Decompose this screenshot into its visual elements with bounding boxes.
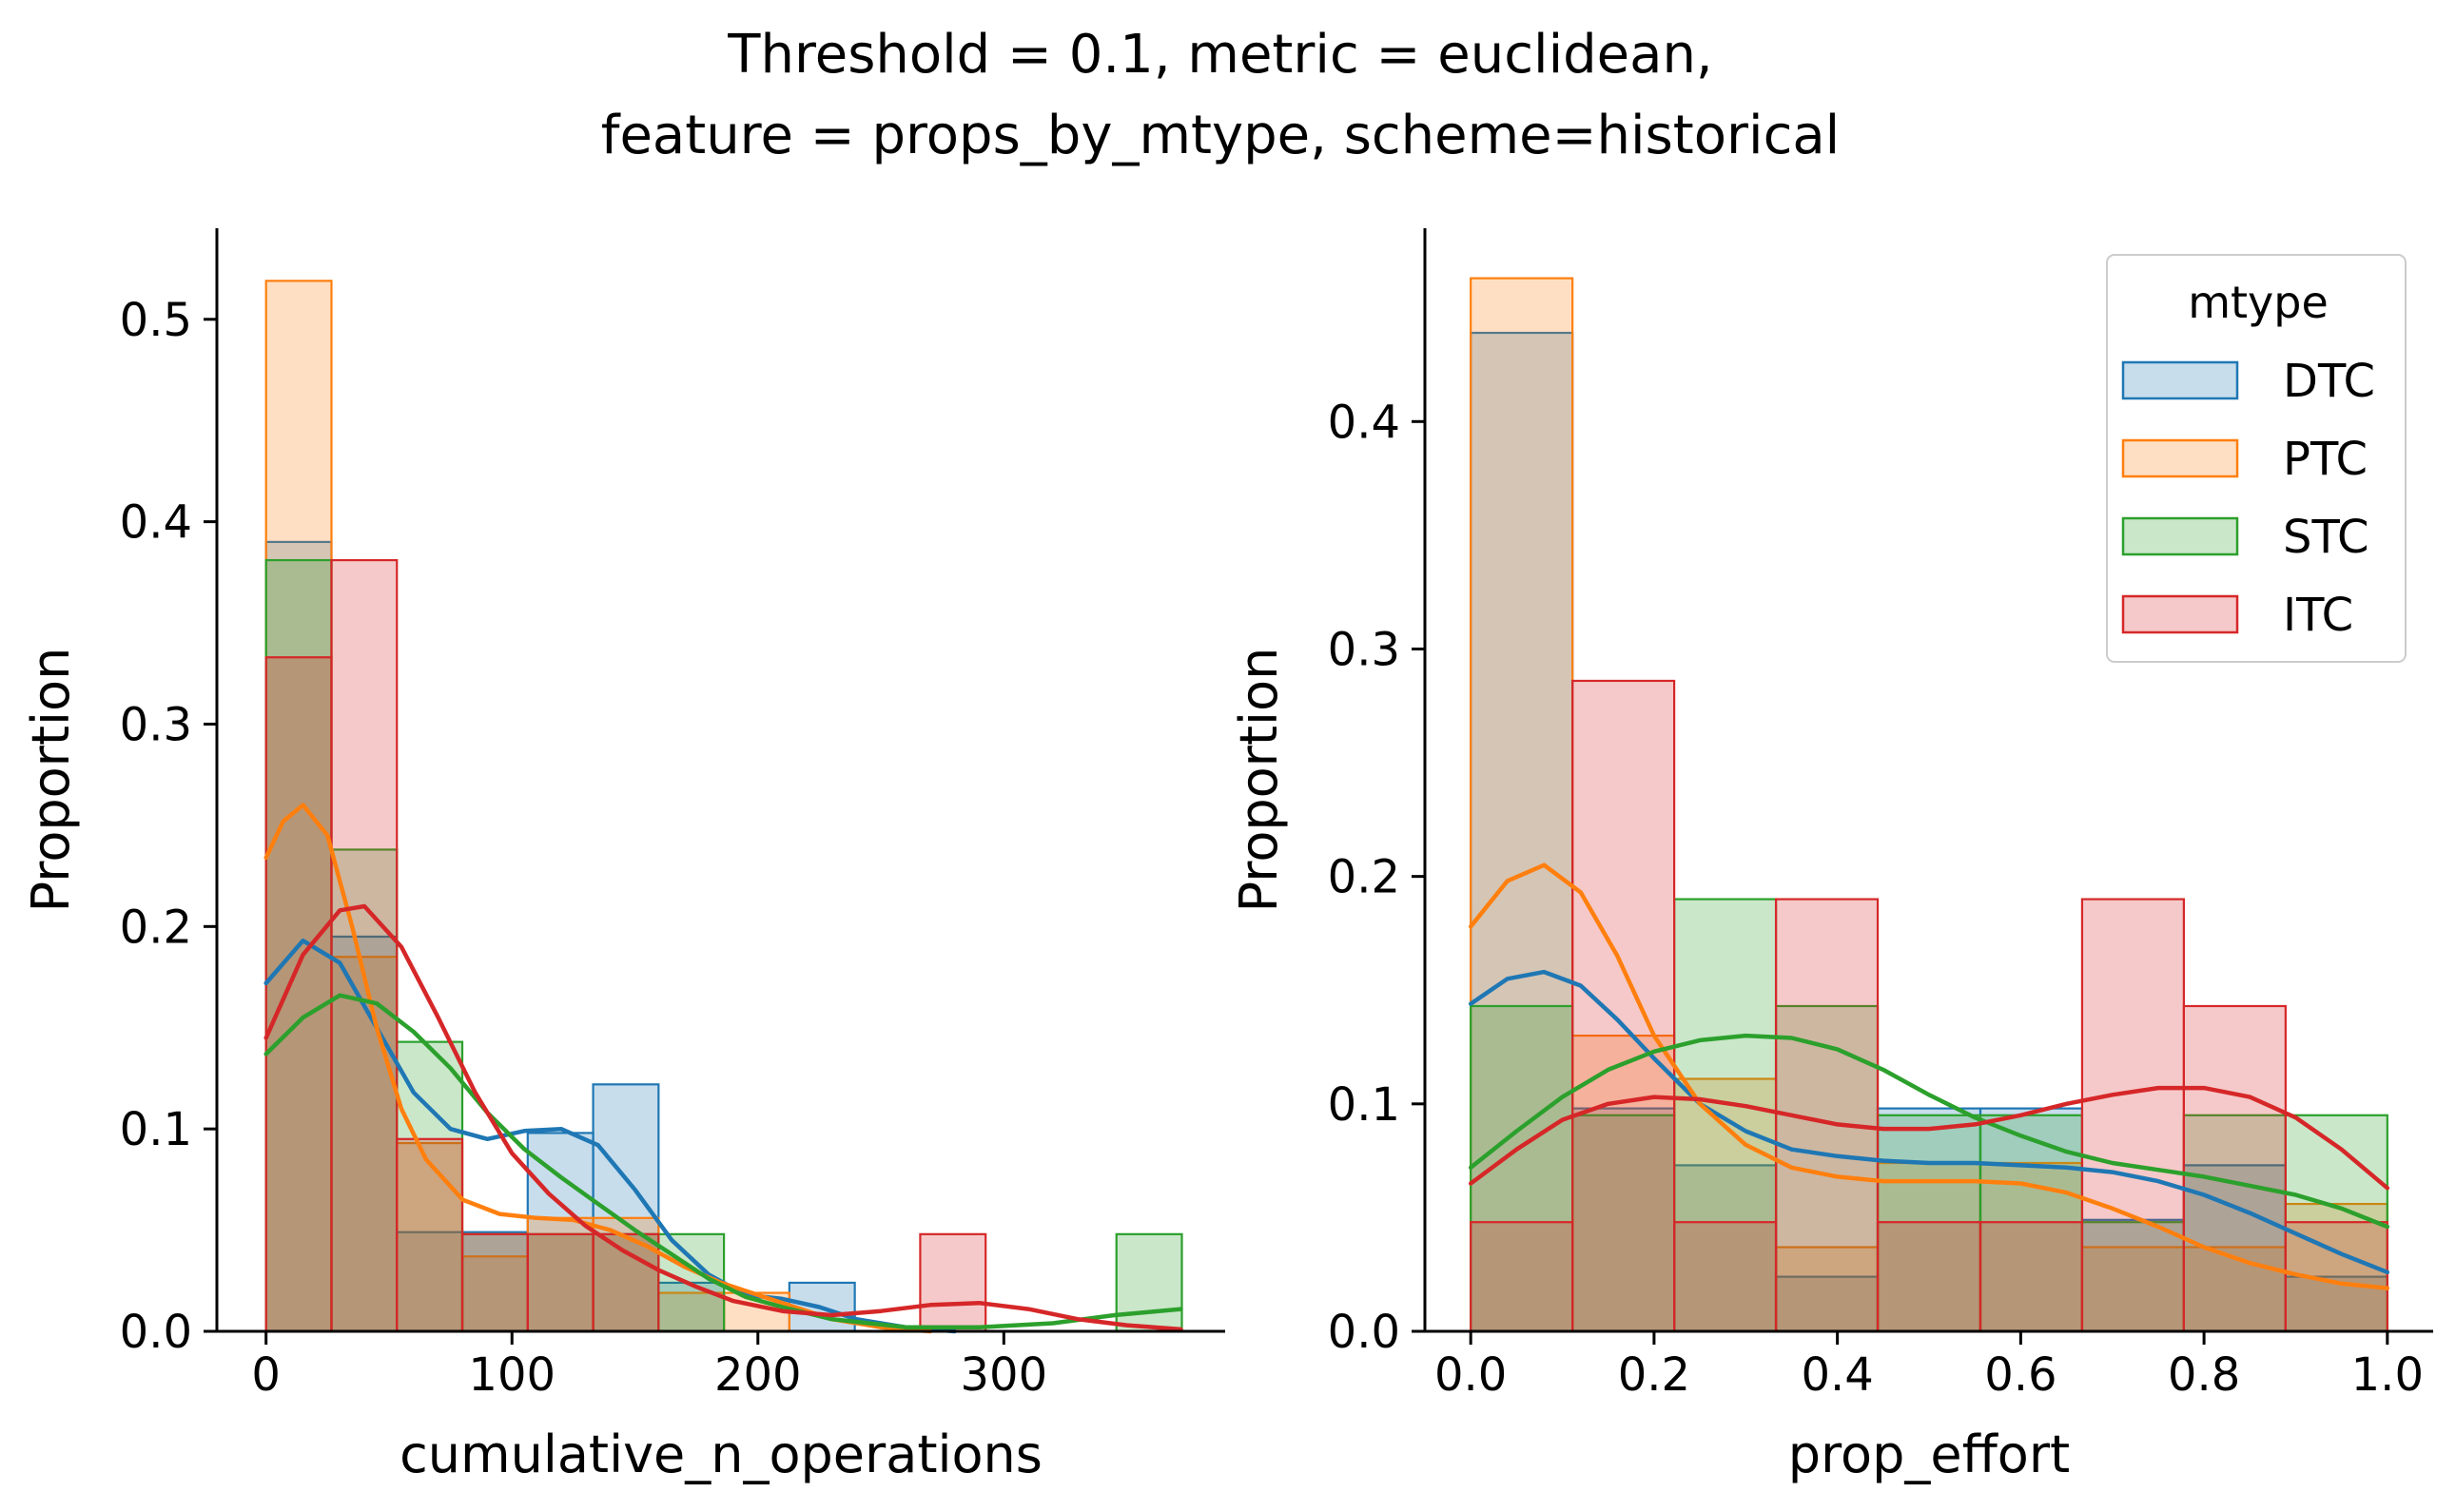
panel1-y-tick-label-2: 0.2	[120, 901, 192, 954]
panel2-y-tick-label-3: 0.3	[1328, 623, 1400, 676]
panel1-kde-line-stc	[263, 993, 1183, 1329]
panel2-bar-dtc-6	[2080, 1218, 2185, 1333]
panel2-series-itc	[1470, 679, 2388, 1333]
panel2-bar-itc-0	[1470, 1221, 1574, 1333]
panel1-y-tick-label-0: 0.0	[120, 1306, 192, 1359]
panel2-kde-line-stc	[1468, 1033, 2390, 1230]
panel1-bar-ptc-3	[460, 1255, 529, 1333]
panel2-bar-dtc-3	[1774, 1275, 1880, 1333]
panel2-bar-itc-7	[2182, 1004, 2287, 1333]
panel1-bar-itc-10	[919, 1232, 987, 1333]
panel2-bar-ptc-4	[1876, 1161, 1982, 1333]
legend-title: mtype	[2188, 277, 2329, 328]
panel2-bar-dtc-0	[1470, 331, 1574, 1333]
panel2-y-tick-label-4: 0.4	[1328, 396, 1400, 449]
panel2-series-dtc	[1470, 331, 2388, 1333]
panel2-x-tick-label-3: 0.6	[1984, 1348, 2056, 1402]
panel2-bar-ptc-7	[2182, 1246, 2287, 1333]
panel1-x-axis-label: cumulative_n_operations	[400, 1425, 1043, 1484]
panel2-bar-ptc-1	[1571, 1034, 1676, 1333]
panel1-series-stc	[264, 558, 1183, 1333]
figure-title-line1: Threshold = 0.1, metric = euclidean,	[727, 24, 1712, 86]
panel2-kde-line-dtc	[1468, 969, 2390, 1275]
panel2-y-tick-label-1: 0.1	[1328, 1078, 1400, 1132]
panel1-bar-stc-13	[1115, 1232, 1183, 1333]
panel2-x-tick-label-0: 0.0	[1434, 1348, 1507, 1402]
panel2-bar-itc-6	[2080, 898, 2185, 1333]
panel2-bar-itc-1	[1571, 679, 1676, 1333]
panel2-bar-itc-5	[1978, 1221, 2084, 1333]
legend-label-dtc: DTC	[2283, 355, 2375, 408]
panel2-y-tick-label-0: 0.0	[1328, 1306, 1400, 1359]
right-panel-prop-effort: 0.0 0.2 0.4 0.6 0.8 1.0 0.0 0.1 0.2 0.3 0.4 prop_ef…	[1229, 228, 2433, 1484]
panel2-x-tick-label-2: 0.4	[1801, 1348, 1873, 1402]
panel1-kde-line-itc	[263, 903, 1183, 1332]
legend-swatch-dtc	[2121, 360, 2239, 400]
panel1-bar-itc-0	[264, 656, 333, 1333]
panel1-y-tick-label-1: 0.1	[120, 1103, 192, 1156]
panel2-x-tick-label-4: 0.8	[2168, 1348, 2240, 1402]
panel1-y-axis-label: Proportion	[21, 648, 81, 913]
panel1-bar-itc-2	[396, 1137, 464, 1333]
panel2-y-tick-label-2: 0.2	[1328, 851, 1400, 904]
panel1-bar-stc-3	[460, 1232, 529, 1333]
figure-title-line2: feature = props_by_mtype, scheme=histori…	[601, 105, 1841, 166]
panel1-kde-line-ptc	[263, 803, 933, 1334]
panel2-bar-stc-6	[2080, 1221, 2185, 1333]
panel2-bar-dtc-1	[1571, 1107, 1676, 1333]
legend-label-ptc: PTC	[2283, 433, 2368, 486]
panel2-bar-itc-2	[1673, 1221, 1778, 1333]
panel1-series-itc	[264, 558, 987, 1333]
panel2-kde-line-itc	[1468, 1085, 2390, 1191]
legend-swatch-stc	[2121, 516, 2239, 556]
panel1-bar-stc-4	[526, 1232, 595, 1333]
panel2-kde-line-ptc	[1468, 863, 2390, 1290]
panel1-bar-itc-1	[330, 558, 399, 1333]
panel2-bar-stc-1	[1571, 1114, 1676, 1333]
panel1-x-tick-label-0: 0	[251, 1348, 281, 1402]
legend-frame	[2106, 254, 2407, 663]
panel2-y-axis-label: Proportion	[1229, 648, 1289, 913]
panel2-bar-ptc-6	[2080, 1246, 2185, 1333]
left-panel-cumulative-n-operations: 0 100 200 300 0.0 0.1 0.2 0.3 0.4 0.5 cumulative_n…	[21, 228, 1225, 1484]
legend-label-itc: ITC	[2283, 589, 2353, 642]
legend-label-stc: STC	[2283, 511, 2369, 564]
panel1-x-tick-label-3: 300	[961, 1348, 1048, 1402]
panel1-x-tick-label-2: 200	[714, 1348, 802, 1402]
legend-swatch-ptc	[2121, 438, 2239, 478]
panel2-x-axis-label: prop_effort	[1788, 1425, 2070, 1484]
panel2-bar-stc-2	[1673, 898, 1778, 1333]
legend-swatch-itc	[2121, 594, 2239, 634]
panel1-x-tick-label-1: 100	[468, 1348, 556, 1402]
panel1-y-tick-label-5: 0.5	[120, 294, 192, 347]
panel1-y-tick-label-4: 0.4	[120, 496, 192, 550]
panel1-bar-itc-4	[526, 1232, 595, 1333]
panel1-bar-itc-3	[460, 1232, 529, 1333]
legend: mtype DTC PTC STC ITC	[2106, 254, 2407, 663]
panel1-bar-ptc-1	[330, 956, 399, 1333]
panel2-bar-itc-4	[1876, 1221, 1982, 1333]
panel2-x-tick-label-5: 1.0	[2351, 1348, 2424, 1402]
panel2-x-tick-label-1: 0.2	[1618, 1348, 1690, 1402]
panel1-y-tick-label-3: 0.3	[120, 698, 192, 751]
